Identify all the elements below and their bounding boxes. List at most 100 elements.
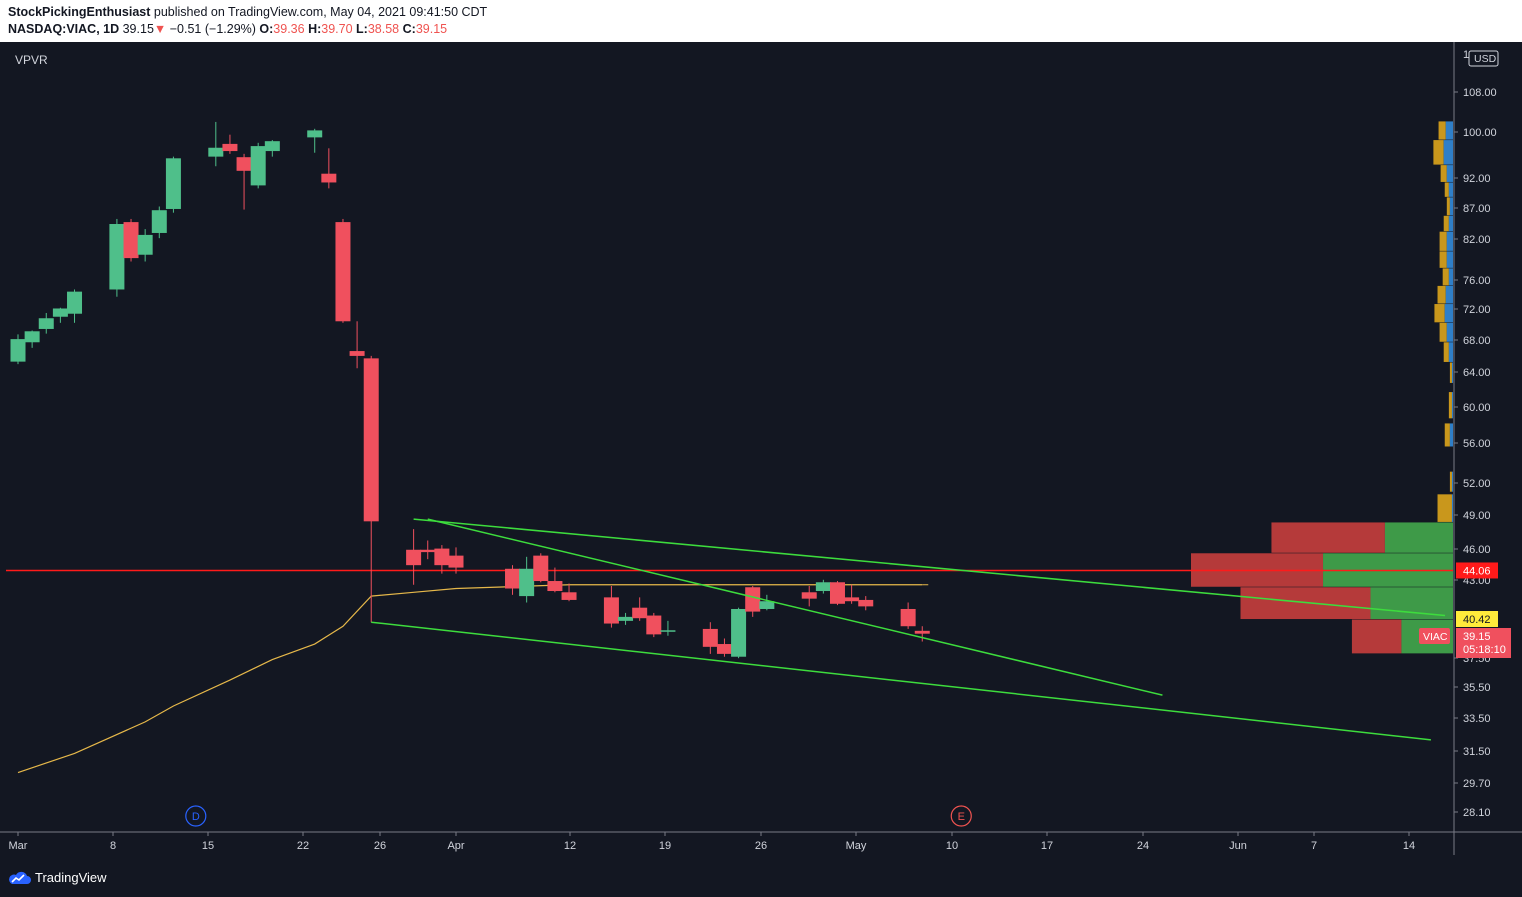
y-axis-tick-label: 29.70: [1463, 778, 1491, 790]
candle-down[interactable]: [603, 597, 619, 624]
candle-down[interactable]: [547, 581, 563, 592]
last-price-label-bg: [1456, 628, 1511, 658]
candle-up[interactable]: [307, 130, 323, 138]
candle-down[interactable]: [236, 157, 252, 171]
candle-up[interactable]: [759, 601, 775, 609]
candle-up[interactable]: [165, 158, 181, 209]
candle-up[interactable]: [731, 608, 747, 657]
candle-down[interactable]: [745, 587, 761, 612]
candle-up[interactable]: [660, 630, 676, 632]
candle-up[interactable]: [137, 234, 153, 255]
candle-up[interactable]: [250, 146, 266, 186]
candle-down[interactable]: [844, 597, 860, 602]
dividend-marker[interactable]: [185, 805, 207, 827]
y-axis-tick-label: 1: [1463, 49, 1469, 61]
tradingview-brand[interactable]: TradingView: [7, 870, 107, 885]
candle-down[interactable]: [900, 608, 916, 627]
currency-box[interactable]: [1468, 50, 1499, 67]
volume-profile-bar-up: [1448, 215, 1453, 232]
symbol-label[interactable]: NASDAQ:VIAC, 1D: [8, 22, 120, 36]
trendline[interactable]: [427, 518, 1163, 696]
high-value: 39.70: [321, 22, 353, 36]
volume-profile-bar-down: [1439, 231, 1447, 251]
volume-profile-bar-up: [1443, 140, 1453, 165]
candle-down[interactable]: [420, 549, 436, 553]
candle-up[interactable]: [24, 331, 40, 343]
ma-price-label: 40.42: [1463, 614, 1491, 626]
event-marker-label: D: [192, 811, 200, 823]
candle-down[interactable]: [349, 351, 365, 356]
candle-up[interactable]: [618, 616, 634, 621]
candle-up[interactable]: [264, 141, 280, 152]
x-axis-tick-label: Apr: [447, 840, 464, 852]
candle-up[interactable]: [151, 210, 167, 233]
chart-canvas[interactable]: 108.00 100.00 92.00 87.00 82.00 76.00 72.00 68.…: [0, 42, 1522, 855]
low-label: L:: [356, 22, 368, 36]
volume-profile-bar-up: [1451, 362, 1453, 383]
down-arrow-icon: ▼: [153, 22, 167, 36]
candle-up[interactable]: [208, 147, 224, 157]
candle-down[interactable]: [801, 592, 817, 599]
y-axis-tick-label: 49.00: [1463, 510, 1491, 522]
candle-down[interactable]: [222, 143, 238, 152]
y-axis-tick-label: 92.00: [1463, 173, 1491, 185]
candle-down[interactable]: [335, 222, 351, 322]
candle-down[interactable]: [829, 582, 845, 604]
candle-down[interactable]: [914, 630, 930, 634]
candle-down[interactable]: [561, 592, 577, 600]
candle-up[interactable]: [519, 568, 535, 597]
y-axis-tick-label: 31.50: [1463, 746, 1491, 758]
close-label: C:: [402, 22, 416, 36]
published-info: published on TradingView.com, May 04, 20…: [153, 5, 488, 19]
volume-profile-bar-up: [1446, 231, 1453, 251]
moving-average-line: [17, 584, 923, 774]
candle-down[interactable]: [858, 599, 874, 607]
volume-profile-bar-down: [1351, 619, 1402, 654]
symbol-tag: VIAC: [1423, 631, 1448, 643]
volume-profile-bar-down: [1449, 471, 1452, 492]
last-price-label: 39.15: [1463, 631, 1491, 643]
trendline[interactable]: [371, 621, 1431, 741]
x-axis-tick-label: 7: [1311, 840, 1317, 852]
y-axis-tick-label: 28.10: [1463, 807, 1491, 819]
volume-profile-bar-up: [1451, 494, 1453, 522]
trendline[interactable]: [413, 518, 1446, 617]
candle-down[interactable]: [321, 173, 337, 183]
candle-up[interactable]: [67, 291, 83, 314]
volume-profile-bar-down: [1439, 251, 1447, 268]
x-axis-tick-label: May: [846, 840, 867, 852]
candle-up[interactable]: [10, 339, 26, 362]
candle-up[interactable]: [52, 308, 68, 317]
candle-down[interactable]: [123, 222, 139, 259]
y-axis-tick-label: 87.00: [1463, 203, 1491, 215]
candle-down[interactable]: [632, 607, 648, 619]
earnings-marker[interactable]: [950, 805, 972, 827]
candle-down[interactable]: [505, 568, 521, 589]
x-axis-tick-label: 17: [1041, 840, 1053, 852]
y-axis-tick-label: 82.00: [1463, 234, 1491, 246]
x-axis-tick-label: 8: [110, 840, 116, 852]
candle-down[interactable]: [434, 548, 450, 566]
candle-down[interactable]: [406, 549, 422, 566]
x-axis-tick-label: 22: [297, 840, 309, 852]
candle-down[interactable]: [716, 644, 732, 654]
candle-down[interactable]: [533, 555, 549, 582]
volume-profile-bar-up: [1446, 165, 1453, 182]
candle-down[interactable]: [702, 628, 718, 647]
candle-up[interactable]: [109, 224, 125, 290]
volume-profile-bar-down: [1444, 423, 1450, 447]
volume-profile-bar-down: [1439, 322, 1447, 342]
candle-down[interactable]: [448, 555, 464, 568]
chart-area[interactable]: 108.00 100.00 92.00 87.00 82.00 76.00 72.00 68.…: [0, 42, 1522, 855]
candle-up[interactable]: [38, 318, 54, 329]
volume-profile-bar-up: [1451, 471, 1453, 492]
candle-down[interactable]: [363, 358, 379, 522]
publisher-name[interactable]: StockPickingEnthusiast: [8, 5, 151, 19]
y-axis-tick-label: 76.00: [1463, 275, 1491, 287]
candle-down[interactable]: [646, 615, 662, 635]
volume-profile-bar-down: [1443, 342, 1449, 362]
y-axis-tick-label: 35.50: [1463, 682, 1491, 694]
currency-label[interactable]: USD: [1474, 53, 1497, 65]
vpvr-indicator-label[interactable]: VPVR: [15, 53, 48, 67]
candle-up[interactable]: [815, 582, 831, 592]
